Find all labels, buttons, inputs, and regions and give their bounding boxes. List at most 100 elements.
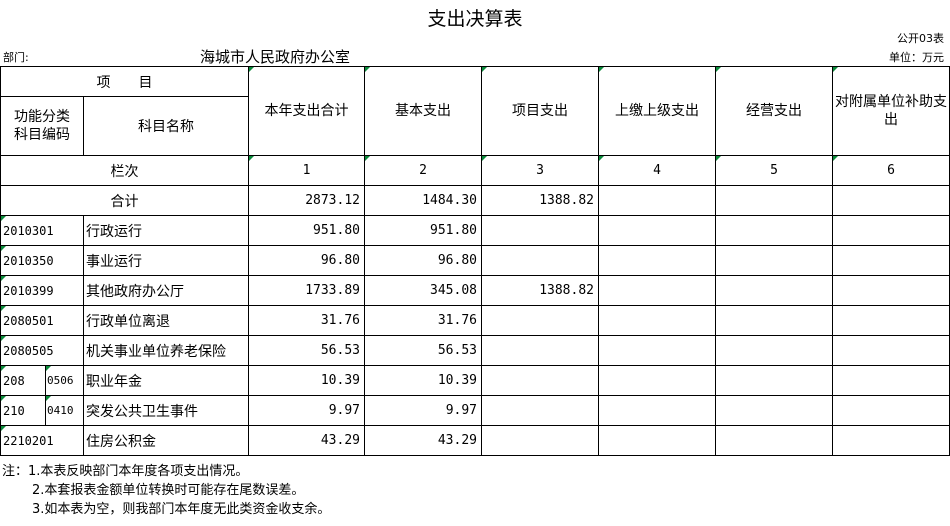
amount-cell: 31.76 [364, 305, 482, 336]
amount-cell: 43.29 [364, 425, 482, 456]
amount-cell: 1733.89 [248, 275, 365, 306]
expenditure-table: 项 目 本年支出合计 基本支出 项目支出 上缴上级支出 经营支出 对附属单位补助… [0, 66, 950, 456]
total-label: 合计 [0, 185, 249, 216]
amount-cell [715, 245, 833, 276]
amount-cell: 96.80 [364, 245, 482, 276]
subject-name: 突发公共卫生事件 [83, 395, 249, 426]
amount-cell [715, 365, 833, 396]
total-value: 2873.12 [248, 185, 365, 216]
func-code: 2010399 [0, 275, 84, 306]
amount-cell: 9.97 [248, 395, 365, 426]
amount-cell [715, 335, 833, 366]
amount-cell: 56.53 [364, 335, 482, 366]
amount-cell [832, 215, 950, 246]
total-value: 1484.30 [364, 185, 482, 216]
amount-cell [715, 425, 833, 456]
amount-cell: 951.80 [248, 215, 365, 246]
amount-cell [832, 425, 950, 456]
page-title: 支出决算表 [427, 8, 523, 30]
header-col-6: 对附属单位补助支出 [832, 66, 950, 156]
amount-cell: 56.53 [248, 335, 365, 366]
amount-cell [598, 335, 716, 366]
total-value [832, 185, 950, 216]
func-code: 210 [0, 395, 46, 426]
amount-cell [715, 395, 833, 426]
table-row: 2010350 事业运行 96.80 96.80 [0, 245, 950, 276]
amount-cell [598, 365, 716, 396]
amount-cell [598, 275, 716, 306]
amount-cell: 1388.82 [481, 275, 599, 306]
note-line: 2.本套报表金额单位转换时可能存在尾数误差。 [32, 483, 305, 498]
amount-cell [481, 365, 599, 396]
func-code: 2080501 [0, 305, 84, 336]
header-func-code: 功能分类科目编码 [0, 96, 84, 156]
amount-cell [481, 245, 599, 276]
table-row: 2210201 住房公积金 43.29 43.29 [0, 425, 950, 456]
header-col-5: 经营支出 [715, 66, 833, 156]
func-code: 2080505 [0, 335, 84, 366]
amount-cell [481, 425, 599, 456]
subject-name: 行政单位离退 [83, 305, 249, 336]
amount-cell: 10.39 [248, 365, 365, 396]
subject-name: 职业年金 [83, 365, 249, 396]
amount-cell [832, 365, 950, 396]
header-item: 项 目 [0, 66, 249, 97]
total-row: 合计 2873.12 1484.30 1388.82 [0, 185, 950, 216]
func-code-sub: 0410 [45, 395, 84, 426]
form-code: 公开03表 [897, 32, 944, 45]
table-row: 2080501 行政单位离退 31.76 31.76 [0, 305, 950, 336]
amount-cell: 9.97 [364, 395, 482, 426]
amount-cell: 43.29 [248, 425, 365, 456]
total-value [715, 185, 833, 216]
amount-cell: 345.08 [364, 275, 482, 306]
col-index-4: 4 [598, 155, 716, 186]
col-index-1: 1 [248, 155, 365, 186]
notes: 注：1.本表反映部门本年度各项支出情况。 2.本套报表金额单位转换时可能存在尾数… [2, 462, 330, 519]
subject-name: 机关事业单位养老保险 [83, 335, 249, 366]
header-col-1: 本年支出合计 [248, 66, 365, 156]
amount-cell [832, 275, 950, 306]
note-line: 3.如本表为空，则我部门本年度无此类资金收支余。 [32, 502, 331, 517]
amount-cell [481, 215, 599, 246]
amount-cell [715, 305, 833, 336]
col-index-6: 6 [832, 155, 950, 186]
amount-cell [832, 245, 950, 276]
amount-cell [598, 215, 716, 246]
table-row: 2080505 机关事业单位养老保险 56.53 56.53 [0, 335, 950, 366]
header-subject-name: 科目名称 [83, 96, 249, 156]
amount-cell [598, 425, 716, 456]
amount-cell [481, 395, 599, 426]
total-value [598, 185, 716, 216]
amount-cell: 31.76 [248, 305, 365, 336]
amount-cell [598, 245, 716, 276]
note-line: 注：1.本表反映部门本年度各项支出情况。 [2, 464, 249, 479]
amount-cell [832, 305, 950, 336]
header-col-2: 基本支出 [364, 66, 482, 156]
total-value: 1388.82 [481, 185, 599, 216]
table-row: 2010399 其他政府办公厅 1733.89 345.08 1388.82 [0, 275, 950, 306]
subject-name: 行政运行 [83, 215, 249, 246]
func-code: 2210201 [0, 425, 84, 456]
table-row: 208 0506 职业年金 10.39 10.39 [0, 365, 950, 396]
header-row-index: 栏次 [0, 155, 249, 186]
col-index-2: 2 [364, 155, 482, 186]
amount-cell [715, 215, 833, 246]
col-index-3: 3 [481, 155, 599, 186]
amount-cell [598, 395, 716, 426]
table-row: 2010301 行政运行 951.80 951.80 [0, 215, 950, 246]
func-code: 2010350 [0, 245, 84, 276]
subject-name: 住房公积金 [83, 425, 249, 456]
amount-cell: 10.39 [364, 365, 482, 396]
amount-cell [598, 305, 716, 336]
amount-cell: 951.80 [364, 215, 482, 246]
amount-cell [832, 395, 950, 426]
header-col-3: 项目支出 [481, 66, 599, 156]
unit-label: 单位：万元 [889, 51, 944, 64]
amount-cell [715, 275, 833, 306]
col-index-5: 5 [715, 155, 833, 186]
func-code: 2010301 [0, 215, 84, 246]
amount-cell [832, 335, 950, 366]
func-code: 208 [0, 365, 46, 396]
func-code-sub: 0506 [45, 365, 84, 396]
department-label: 部门: [3, 51, 29, 64]
